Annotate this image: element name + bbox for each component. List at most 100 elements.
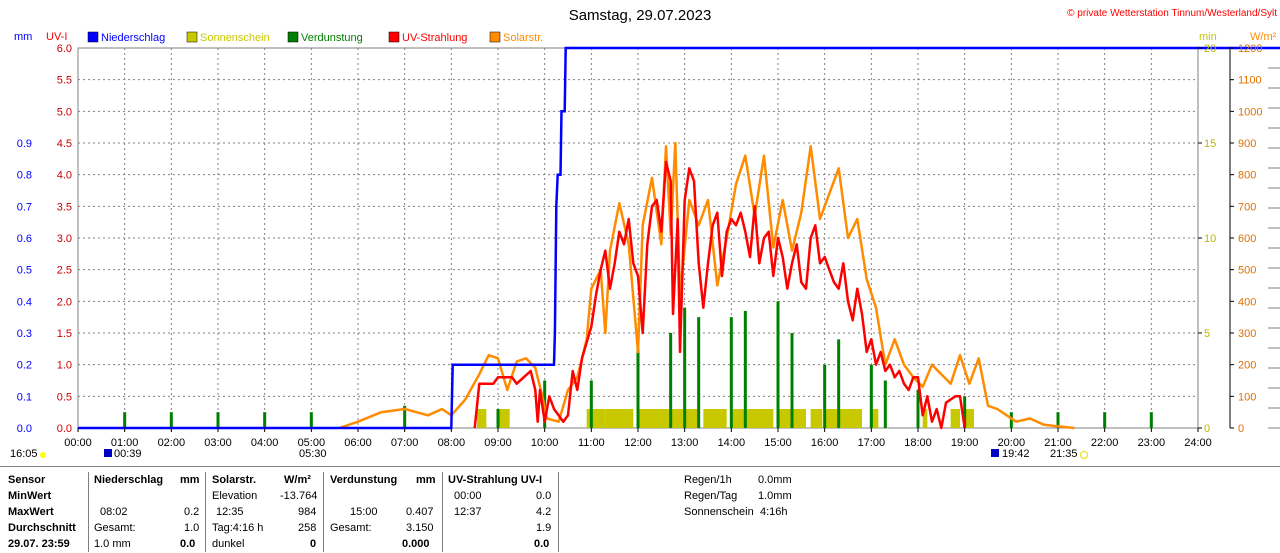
x-tick-label: 20:00 — [998, 437, 1026, 449]
x-tick-label: 06:00 — [344, 437, 372, 449]
evap-max-time: 15:00 — [350, 506, 378, 518]
moon-marker-icon — [104, 449, 112, 457]
solar-avg: 258 — [298, 522, 317, 534]
uv-max: 4.2 — [536, 506, 552, 518]
mm-tick-label: 0.5 — [17, 265, 32, 277]
sunshine-block — [586, 409, 606, 428]
x-tick-label: 04:00 — [251, 437, 279, 449]
wm2-tick-label: 1200 — [1238, 43, 1262, 55]
evap-max: 0.407 — [406, 506, 434, 518]
wm2-tick-label: 200 — [1238, 360, 1256, 372]
x-tick-label: 00:00 — [64, 437, 92, 449]
weather-chart: 00:00 01:00 02:00 03:00 04:00 05:00 06:00 07:00… — [14, 7, 1280, 449]
sunshine-block — [824, 409, 862, 428]
x-tick-label: 22:00 — [1091, 437, 1119, 449]
solar-header: Solarstr. — [212, 474, 257, 486]
summary-rain-1h-value: 0.0mm — [758, 474, 792, 486]
x-tick-label: 01:00 — [111, 437, 139, 449]
sunshine-block — [950, 409, 960, 428]
uv-tick-label: 3.0 — [57, 233, 72, 245]
mm-tick-label: 0.3 — [17, 328, 32, 340]
summary-rain-day-value: 1.0mm — [758, 490, 792, 502]
x-tick-label: 18:00 — [904, 437, 932, 449]
mm-tick-label: 0.2 — [17, 360, 32, 372]
min-tick-label: 0 — [1204, 423, 1210, 435]
sunshine-block — [703, 409, 727, 428]
table-separator — [442, 472, 443, 552]
evaporation-series — [123, 301, 1153, 428]
min-tick-label: 15 — [1204, 138, 1216, 150]
legend: Niederschlag Sonnenschein Verdunstung UV-St… — [87, 31, 543, 44]
table-separator — [558, 472, 559, 552]
rain-max-time: 08:02 — [100, 506, 128, 518]
uv-max-time: 12:37 — [454, 506, 482, 518]
x-tick-label: 09:00 — [484, 437, 512, 449]
solar-last: 0 — [310, 538, 317, 550]
legend-label: Sonnenschein — [200, 32, 270, 44]
wm2-tick-label: 1000 — [1238, 106, 1262, 118]
x-tick-label: 24:00 — [1184, 437, 1212, 449]
mm-tick-label: 0.9 — [17, 138, 32, 150]
uv-tick-label: 3.5 — [57, 201, 72, 213]
sun-marker-icon — [1080, 451, 1088, 459]
x-tick-label: 23:00 — [1138, 437, 1166, 449]
min-tick-label: 20 — [1204, 43, 1216, 55]
sunshine-block — [477, 409, 487, 428]
uv-axis-title: UV-I — [46, 31, 67, 43]
x-tick-label: 07:00 — [391, 437, 419, 449]
row-label-sensor: Sensor — [8, 474, 46, 486]
wm2-tick-label: 0 — [1238, 423, 1244, 435]
sunshine-block — [964, 409, 974, 428]
uv-min: 0.0 — [536, 490, 552, 502]
solar-last-label: dunkel — [212, 538, 245, 550]
line-series — [78, 46, 1280, 430]
wm2-tick-label: 500 — [1238, 265, 1256, 277]
uv-tick-label: 4.5 — [57, 138, 72, 150]
marker-sunset-time: 19:42 — [1002, 448, 1030, 460]
rain-avg-label: Gesamt: — [94, 522, 136, 534]
legend-label: Verdunstung — [301, 32, 363, 44]
uv-tick-label: 1.0 — [57, 360, 72, 372]
evap-avg-label: Gesamt: — [330, 522, 372, 534]
rain-last-label: 1.0 mm — [94, 538, 131, 550]
table-separator — [205, 472, 206, 552]
sunshine-block — [810, 409, 823, 428]
x-tick-label: 03:00 — [204, 437, 232, 449]
chart-title: Samstag, 29.07.2023 — [569, 7, 712, 24]
evap-last: 0.000 — [402, 538, 430, 550]
summary-rain-1h-label: Regen/1h — [684, 474, 732, 486]
legend-label: UV-Strahlung — [402, 32, 467, 44]
sun-marker-icon — [40, 452, 46, 458]
solar-min-label: Elevation — [212, 490, 258, 502]
solar-max: 984 — [298, 506, 317, 518]
uv-tick-label: 2.5 — [57, 265, 72, 277]
mm-tick-label: 0.1 — [17, 391, 32, 403]
rain-last: 0.0 — [180, 538, 196, 550]
sunshine-block — [871, 409, 879, 428]
wm2-tick-label: 100 — [1238, 391, 1256, 403]
uv-tick-label: 0.0 — [57, 423, 72, 435]
uv-tick-label: 5.5 — [57, 75, 72, 87]
marker-dawn-time: 05:30 — [299, 448, 327, 460]
legend-label: Solarstr. — [503, 32, 543, 44]
x-tick-label: 02:00 — [158, 437, 186, 449]
uv-min-time: 00:00 — [454, 490, 482, 502]
wm2-tick-label: 1100 — [1238, 75, 1262, 87]
uv-tick-label: 6.0 — [57, 43, 72, 55]
x-tick-label: 11:00 — [578, 437, 605, 449]
solar-avg-label: Tag:4:16 h — [212, 522, 264, 534]
marker-left-time: 16:05 — [10, 448, 38, 460]
wm2-tick-label: 700 — [1238, 201, 1256, 213]
rain-header: Niederschlag — [94, 474, 164, 486]
sunshine-block — [605, 409, 634, 428]
legend-swatch — [186, 31, 198, 43]
marker-dusk-time: 21:35 — [1050, 448, 1078, 460]
uv-last: 0.0 — [534, 538, 550, 550]
x-tick-label: 13:00 — [671, 437, 699, 449]
evap-unit: mm — [416, 474, 436, 486]
x-tick-label: 17:00 — [858, 437, 886, 449]
table-top-rule — [0, 466, 1280, 467]
x-tick-label: 16:00 — [811, 437, 839, 449]
uv-tick-label: 1.5 — [57, 328, 72, 340]
precipitation-line — [78, 46, 1198, 430]
